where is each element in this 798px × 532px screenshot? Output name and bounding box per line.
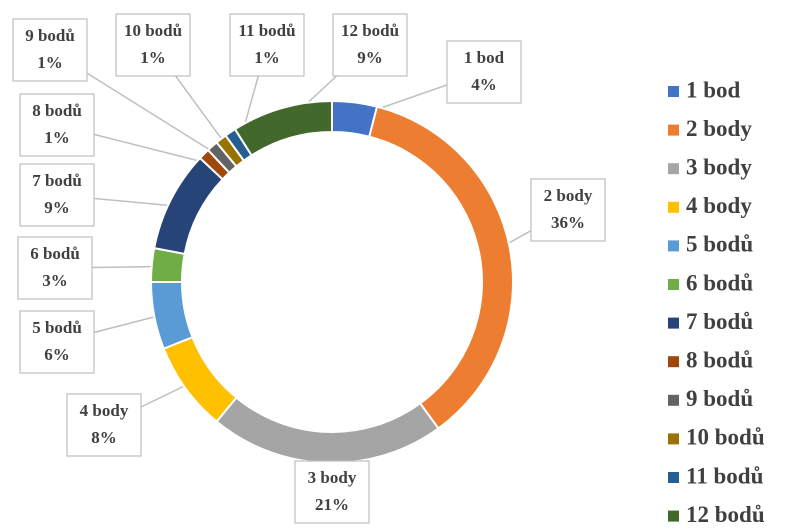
label-box [332,13,408,77]
label-value: 1% [140,48,166,67]
label-name: 1 bod [464,48,505,67]
legend-label: 12 bodů [686,502,765,527]
label-name: 10 bodů [124,21,182,40]
legend-swatch [668,510,679,522]
label-name: 3 body [308,468,357,487]
legend-label: 7 bodů [686,309,753,334]
label-value: 8% [91,428,117,447]
legend-label: 6 bodů [686,270,753,295]
label-box [229,13,305,77]
legend-swatch [668,433,679,445]
label-value: 1% [44,128,70,147]
legend-swatch [668,279,679,290]
legend-label: 1 bod [686,77,741,102]
legend-swatch [668,86,679,97]
legend-label: 3 body [686,154,752,179]
label-box [19,93,95,157]
label-value: 9% [44,198,70,217]
legend-label: 5 bodů [686,232,753,257]
label-name: 6 bodů [30,244,80,263]
label-box [12,18,88,82]
label-box [446,40,522,104]
label-value: 3% [42,271,68,290]
legend-swatch [668,240,679,252]
label-value: 1% [37,53,63,72]
label-name: 11 bodů [238,21,295,40]
label-name: 12 bodů [341,21,399,40]
label-name: 8 bodů [32,101,82,120]
label-value: 6% [44,345,70,364]
legend-swatch [668,163,679,175]
label-box [115,13,191,77]
label-value: 21% [315,495,349,514]
legend-label: 10 bodů [686,425,765,450]
segment [153,156,225,256]
label-value: 9% [357,48,383,67]
legend-label: 4 body [686,193,752,218]
label-box [294,460,370,524]
segment [233,99,333,157]
label-box [66,393,142,457]
label-name: 4 body [80,401,129,420]
label-name: 5 bodů [32,318,82,337]
legend-swatch [668,124,679,136]
labels: 1 bod 4% 2 body 36% 3 body 21% 4 body 8% 5 bodů 6… [12,13,606,524]
label-value: 1% [254,48,280,67]
label-box [19,310,95,374]
label-value: 4% [471,75,497,94]
label-name: 2 body [544,186,593,205]
legend-swatch [668,317,679,329]
segment [162,335,238,423]
legend-label: 11 bodů [686,463,764,488]
legend-label: 2 body [686,116,752,141]
label-value: 36% [551,213,585,232]
legend-swatch [668,472,679,483]
label-box [19,163,95,227]
legend-swatch [668,356,679,368]
segment [149,281,194,350]
label-box [530,178,606,242]
label-name: 7 bodů [32,171,82,190]
label-box [17,236,93,300]
segment [215,396,440,464]
segment [368,105,514,430]
legend-label: 9 bodů [686,386,753,411]
legend-swatch [668,394,679,406]
label-name: 9 bodů [25,26,75,45]
legend-swatch [668,201,679,213]
legend-label: 8 bodů [686,347,753,372]
segments [149,99,514,464]
